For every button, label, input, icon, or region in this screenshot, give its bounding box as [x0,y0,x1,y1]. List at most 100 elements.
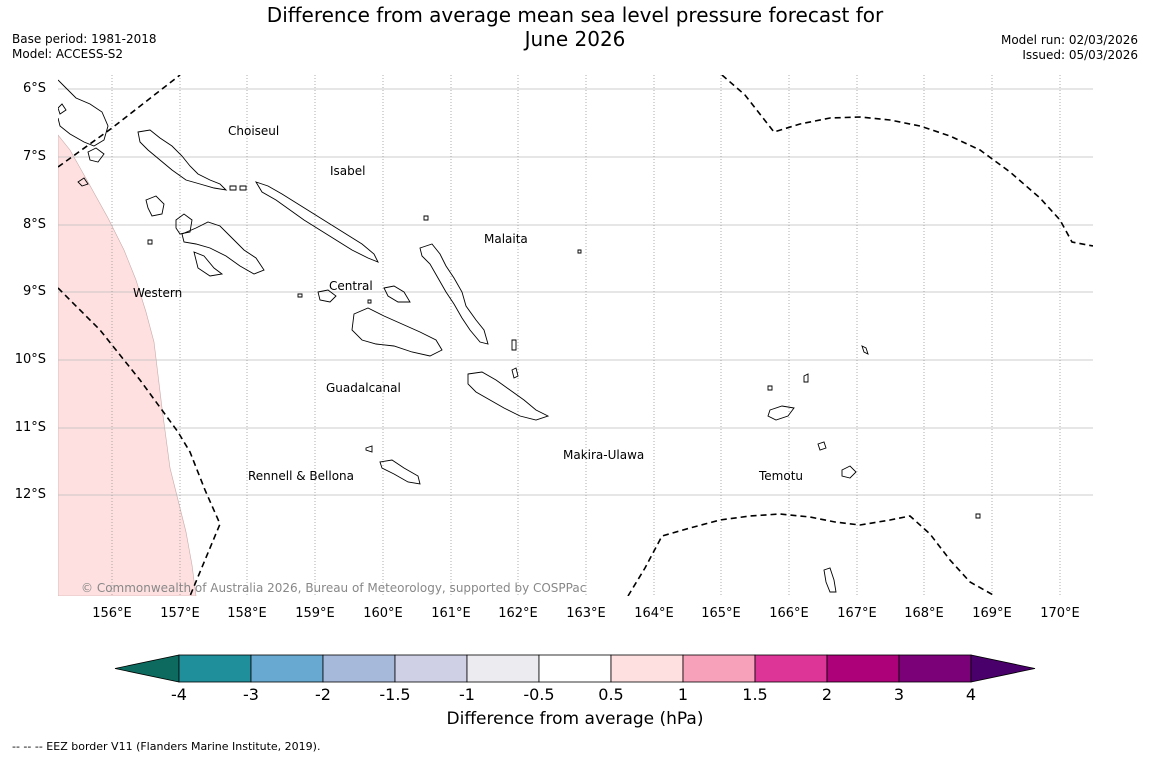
ontong-java-island [423,215,429,221]
colorbar-bin-2 [250,654,324,683]
new-georgia-island [181,221,265,275]
makira-island [467,371,550,421]
lon-label-167e: 167°E [837,606,877,621]
small-island-treasury [229,185,237,191]
lat-label-9s: 9°S [22,284,46,299]
lat-label-12s: 12°S [14,487,46,502]
latitude-gridlines [58,88,1093,496]
lat-label-10s: 10°S [14,352,46,367]
lon-label-170e: 170°E [1040,606,1080,621]
vanikoro-island [817,441,827,451]
colorbar-tick: 0.5 [598,685,624,704]
small-island-ne-makira [511,367,519,379]
lon-label-166e: 166°E [769,606,809,621]
colorbar-tick: -1.5 [379,685,411,704]
colorbar-tick: -3 [243,685,259,704]
lon-label-161e: 161°E [431,606,471,621]
buka-island [58,103,67,115]
eez-border-north-west [58,75,181,168]
utupua-island [841,465,857,479]
eez-border-north-east [721,75,1093,247]
anomaly-shading-positive [58,134,197,596]
region-label-rennell-bellona: Rennell & Bellona [248,469,355,483]
map-title-line2: June 2026 [524,27,626,51]
colorbar [114,654,1036,683]
small-island-central-2 [367,299,372,304]
small-island-central [297,293,303,298]
lat-label-11s: 11°S [14,420,46,435]
colorbar-tick: -2 [315,685,331,704]
florida-islands [383,285,411,303]
colorbar-title: Difference from average (hPa) [446,709,704,729]
colorbar-bin-6 [538,654,612,683]
map-title: Difference from average mean sea level p… [0,3,1150,51]
copyright-notice: © Commonwealth of Australia 2026, Bureau… [81,581,587,595]
map-title-line1: Difference from average mean sea level p… [266,3,884,27]
colorbar-bin-9 [754,654,828,683]
colorbar-tick: 1.5 [742,685,768,704]
lon-label-165e: 165°E [701,606,741,621]
tinakula-island [767,385,773,391]
lon-label-156e: 156°E [92,606,132,621]
colorbar-bin-7 [610,654,684,683]
reef-islands [803,373,809,383]
isabel-island [254,181,379,263]
lon-label-164e: 164°E [634,606,674,621]
vella-lavella-island [145,195,165,217]
region-label-choiseul: Choiseul [228,124,280,138]
lon-label-169e: 169°E [972,606,1012,621]
region-label-guadalcanal: Guadalcanal [326,381,401,395]
savo-island [317,289,337,303]
region-label-central: Central [329,279,373,293]
choiseul-island [137,129,228,191]
sikaiana-island [577,249,582,254]
colorbar-tick: 3 [893,685,905,704]
region-label-makira-ulawa: Makira-Ulawa [563,448,645,462]
nendo-island [767,405,795,421]
colorbar-bin-4 [394,654,468,683]
region-label-isabel: Isabel [330,164,366,178]
eez-border-south-east [627,513,996,596]
colorbar-arrow-min [114,654,180,683]
rendova-island [193,251,224,277]
colorbar-bin-5 [466,654,540,683]
model-name: Model: ACCESS-S2 [12,47,124,61]
issued-date: Issued: 05/03/2026 [1022,48,1138,62]
tikopia-island [975,513,981,519]
bougainville-island [58,79,109,147]
rennell-island [379,459,421,485]
bellona-island [365,445,373,453]
eez-borders [58,75,1093,596]
guadalcanal-island [351,307,443,357]
colorbar-bin-11 [898,654,972,683]
colorbar-tick: 4 [965,685,977,704]
lon-label-158e: 158°E [227,606,267,621]
lon-label-162e: 162°E [498,606,538,621]
lat-label-7s: 7°S [22,149,46,164]
lon-label-157e: 157°E [160,606,200,621]
lat-label-8s: 8°S [22,217,46,232]
colorbar-bin-3 [322,654,396,683]
lon-label-163e: 163°E [566,606,606,621]
colorbar-bin-8 [682,654,756,683]
colorbar-tick: -0.5 [523,685,555,704]
colorbar-tick: -4 [171,685,187,704]
eez-legend-footnote: -- -- -- EEZ border V11 (Flanders Marine… [12,740,321,753]
eez-border-south-west [58,287,221,596]
colorbar-tick: -1 [459,685,475,704]
model-run: Model run: 02/03/2026 [1000,33,1138,47]
region-label-temotu: Temotu [759,469,804,483]
lon-label-159e: 159°E [295,606,335,621]
anuta-island [823,567,837,593]
colorbar-bin-10 [826,654,900,683]
lat-label-6s: 6°S [22,81,46,96]
base-period: Base period: 1981-2018 [12,32,157,46]
colorbar-tick: 1 [677,685,689,704]
lon-label-160e: 160°E [363,606,403,621]
colorbar-arrow-max [970,654,1036,683]
coastlines [58,79,981,593]
small-island-nw [87,147,105,163]
small-island-w [77,177,89,187]
duff-islands [861,345,869,355]
